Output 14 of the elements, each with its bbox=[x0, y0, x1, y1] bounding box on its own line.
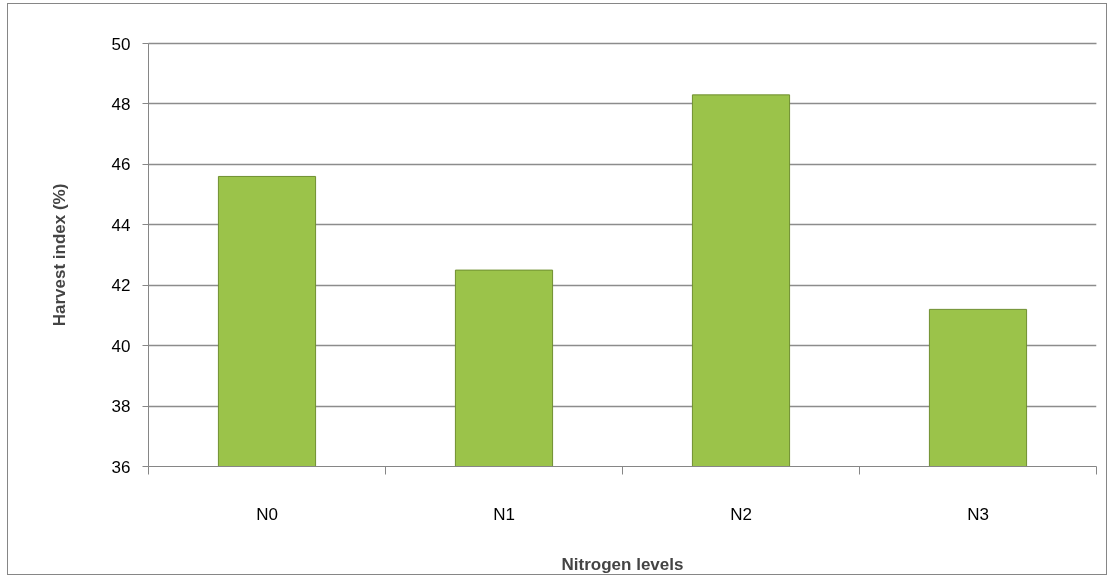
x-tick-label: N0 bbox=[256, 504, 278, 524]
x-tick-label: N3 bbox=[967, 504, 989, 524]
x-tick-label: N2 bbox=[730, 504, 752, 524]
x-tick-label: N1 bbox=[493, 504, 515, 524]
y-axis-title: Harvest index (%) bbox=[49, 183, 69, 327]
y-tick-label: 40 bbox=[111, 336, 131, 356]
x-axis-title: Nitrogen levels bbox=[561, 554, 684, 574]
y-tick-label: 50 bbox=[111, 34, 131, 54]
y-tick-label: 46 bbox=[111, 155, 131, 175]
y-tick-label: 38 bbox=[111, 397, 131, 417]
y-tick-label: 42 bbox=[111, 276, 131, 296]
y-tick-label: 48 bbox=[111, 94, 131, 114]
y-tick-label: 36 bbox=[111, 457, 131, 477]
y-tick-label: 44 bbox=[111, 215, 131, 235]
